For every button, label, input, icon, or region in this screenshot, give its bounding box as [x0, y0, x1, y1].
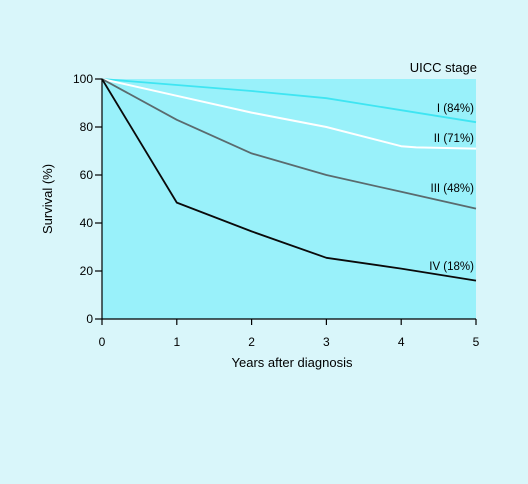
- series-label-4: IV (18%): [429, 261, 474, 273]
- series-line-1: [101, 78, 477, 124]
- x-axis-title: Years after diagnosis: [232, 355, 353, 370]
- series-label-2: II (71%): [434, 133, 474, 145]
- series-line-3: [101, 78, 477, 210]
- series-label-1: I (84%): [437, 103, 474, 115]
- x-tick-label: 3: [323, 335, 330, 349]
- x-tick-label: 4: [398, 335, 405, 349]
- x-tick-label: 5: [473, 335, 480, 349]
- x-tick-label: 0: [99, 335, 106, 349]
- x-tick-label: 2: [248, 335, 255, 349]
- y-tick-label: 80: [80, 120, 94, 134]
- y-axis-title: Survival (%): [40, 164, 55, 234]
- axes-layer: 0 20 40 60 80 100 0 1 2 3 4 5: [73, 72, 480, 349]
- y-tick-label: 100: [73, 72, 93, 86]
- y-tick-label: 20: [80, 264, 94, 278]
- x-tick-label: 1: [173, 335, 180, 349]
- series-layer: I (84%) II (71%) III (48%) IV (18%): [101, 78, 477, 282]
- series-line-2: [101, 78, 477, 150]
- y-tick-label: 0: [86, 312, 93, 326]
- legend-title: UICC stage: [410, 60, 477, 75]
- plot-background: [102, 79, 476, 319]
- y-tick-label: 60: [80, 168, 94, 182]
- series-line-4: [101, 78, 477, 282]
- y-tick-label: 40: [80, 216, 94, 230]
- series-label-3: III (48%): [431, 183, 475, 195]
